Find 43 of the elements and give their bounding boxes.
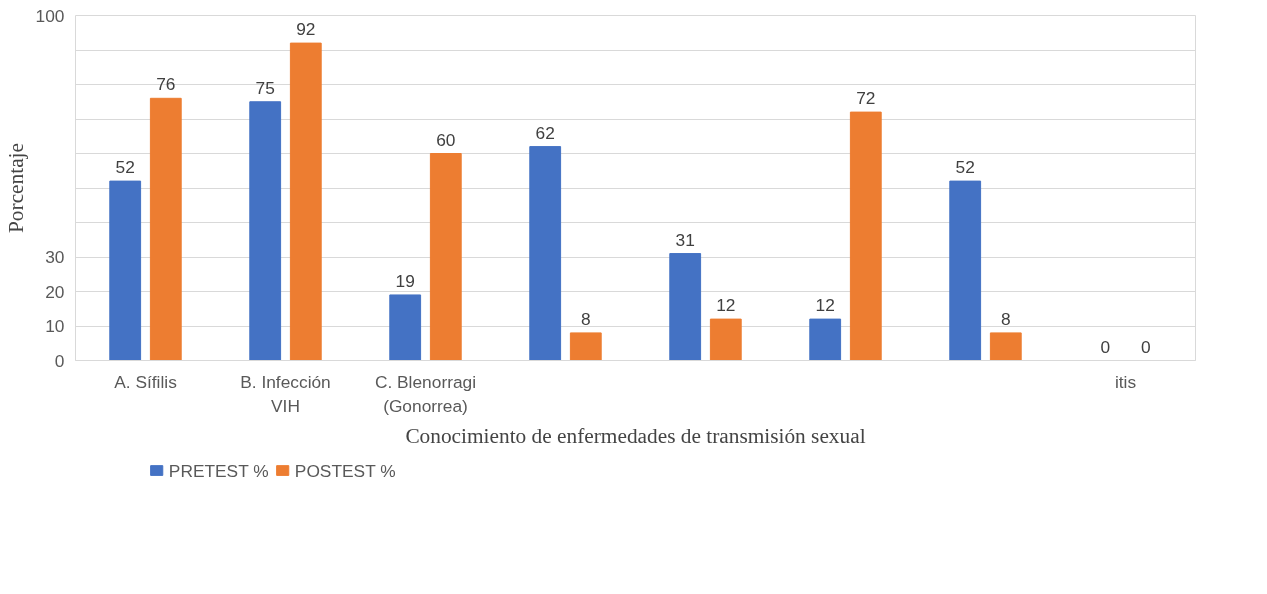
- x-tick-label: A. Sífilis: [114, 371, 178, 392]
- y-axis-title: Porcentaje: [3, 142, 28, 233]
- y-tick-label: 100: [35, 5, 65, 26]
- data-label: 12: [716, 295, 736, 316]
- y-tick-label: 10: [45, 316, 65, 336]
- data-label: 52: [115, 157, 135, 178]
- bar: [569, 332, 602, 361]
- data-label: 8: [1000, 308, 1011, 329]
- bar: [389, 294, 422, 361]
- bar: [109, 180, 142, 361]
- data-label: 52: [955, 157, 975, 178]
- data-label: 0: [1100, 336, 1111, 357]
- bar: [429, 153, 462, 361]
- y-tick-label: 0: [54, 350, 65, 371]
- y-tick-label: 20: [45, 281, 65, 302]
- x-tick-label: itis: [1114, 371, 1137, 392]
- bar: [849, 111, 882, 361]
- legend-label: POSTEST %: [294, 460, 396, 481]
- x-tick-label: C. Blenorragi (Gonorrea): [374, 371, 477, 416]
- data-label: 75: [255, 77, 275, 98]
- data-label: 31: [675, 229, 695, 250]
- data-label: 8: [580, 308, 591, 329]
- bar: [249, 101, 282, 361]
- data-label: 76: [156, 74, 176, 95]
- x-axis-title: Conocimiento de enfermedades de transmisión sexual: [405, 423, 866, 448]
- data-label: 0: [1140, 336, 1151, 357]
- bar: [529, 146, 562, 361]
- bar: [809, 318, 842, 361]
- y-tick-label: 30: [45, 247, 65, 267]
- data-label: 92: [296, 19, 316, 40]
- data-label: 62: [535, 122, 555, 143]
- data-label: 19: [395, 270, 415, 291]
- bar: [989, 332, 1022, 361]
- legend-label: PRETEST %: [168, 460, 269, 481]
- bar: [709, 318, 742, 361]
- data-label: 60: [436, 129, 456, 150]
- bar: [949, 180, 982, 361]
- bar: [289, 42, 322, 361]
- bar: [149, 97, 182, 361]
- data-label: 12: [815, 295, 835, 316]
- bar: [669, 253, 702, 361]
- data-label: 72: [856, 88, 876, 109]
- x-tick-label: B. Infección VIH: [240, 371, 331, 416]
